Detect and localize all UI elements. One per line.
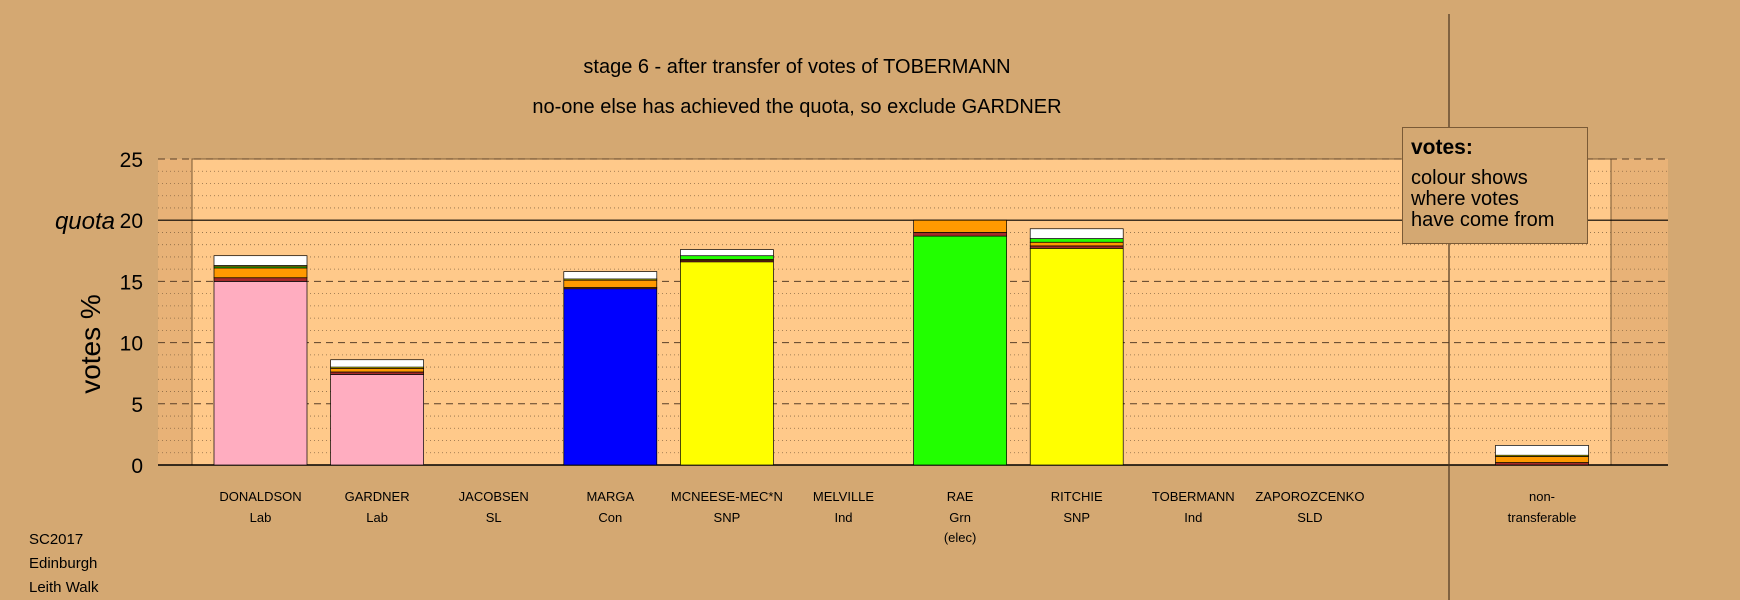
bar-marga-segment: [563, 271, 658, 280]
chart-title: stage 6 - after transfer of votes of TOB…: [583, 56, 1010, 78]
legend-title: votes:: [1411, 136, 1473, 159]
bar-marga-segment: [563, 288, 658, 466]
bar-ritchie-segment: [1029, 241, 1124, 247]
bar-ritchie-segment: [1029, 245, 1124, 249]
y-axis-label: votes %: [75, 294, 106, 394]
bar-gardner-segment: [330, 367, 424, 373]
bar-gardner-segment: [330, 371, 424, 375]
bar-mcneese-mec*n-segment: [680, 261, 774, 466]
bar-mcneese-mec*n-segment: [680, 249, 774, 257]
bar-mcneese-mec*n-segment: [680, 255, 774, 260]
y-tick-label: 10: [120, 333, 143, 356]
non-transferable-label: transferable: [1508, 510, 1577, 525]
y-tick-label: 5: [131, 394, 143, 417]
y-tick-label: 15: [120, 271, 143, 294]
candidate-party-label: SLD: [1297, 510, 1322, 525]
bar-donaldson-segment: [213, 277, 308, 282]
bar-donaldson-segment: [213, 281, 308, 466]
candidate-name-label: MCNEESE-MEC*N: [671, 489, 783, 504]
candidate-name-label: JACOBSEN: [459, 489, 529, 504]
candidate-name-label: MELVILLE: [813, 489, 875, 504]
bar-marga-segment: [563, 279, 658, 288]
y-tick-label: 25: [120, 149, 143, 172]
footer: SC2017 Edinburgh Leith Walk: [29, 528, 98, 600]
plot-area: [191, 158, 1612, 466]
candidate-party-label: SNP: [1063, 510, 1090, 525]
candidate-party-label: Ind: [834, 510, 852, 525]
bar-ritchie-segment: [1029, 238, 1124, 243]
footer-line-2: Edinburgh: [29, 555, 98, 572]
candidate-party-label: Lab: [250, 510, 272, 525]
bar-rae-segment: [913, 219, 1007, 233]
footer-line-1: SC2017: [29, 531, 84, 548]
candidate-name-label: RAE: [947, 489, 974, 504]
candidate-party-label: SNP: [714, 510, 741, 525]
bar-gardner-segment: [330, 374, 424, 466]
y-tick-label: 0: [131, 455, 143, 478]
candidate-party-label: SL: [486, 510, 502, 525]
bar-ritchie-segment: [1029, 228, 1124, 239]
candidate-party-label: Ind: [1184, 510, 1202, 525]
candidate-name-label: RITCHIE: [1051, 489, 1103, 504]
candidate-name-label: DONALDSON: [219, 489, 301, 504]
bar-rae-segment: [913, 235, 1007, 466]
candidate-name-label: ZAPOROZCENKO: [1255, 489, 1364, 504]
bar-donaldson-segment: [213, 255, 308, 266]
chart-subtitle: no-one else has achieved the quota, so e…: [532, 96, 1061, 118]
bar-gardner-segment: [330, 359, 424, 368]
non-transferable-label: non-: [1529, 489, 1555, 504]
y-tick-label: 20: [120, 210, 143, 233]
bar-ritchie-segment: [1029, 248, 1124, 466]
candidate-name-label: GARDNER: [345, 489, 410, 504]
candidate-party-label: Grn: [949, 510, 971, 525]
bar-non-transferable-segment: [1495, 445, 1589, 456]
candidate-name-label: TOBERMANN: [1152, 489, 1235, 504]
candidate-note-label: (elec): [944, 530, 977, 545]
legend-box: votes: colour shows where votes have com…: [1402, 127, 1588, 244]
candidate-name-label: MARGA: [586, 489, 634, 504]
bar-non-transferable-segment: [1495, 456, 1589, 463]
candidate-party-label: Con: [598, 510, 622, 525]
quota-label: quota: [55, 208, 115, 235]
legend-text: colour shows where votes have come from: [1411, 167, 1555, 231]
bar-donaldson-segment: [213, 267, 308, 279]
bar-non-transferable-segment: [1495, 462, 1589, 466]
bar-rae-segment: [913, 232, 1007, 237]
footer-line-3: Leith Walk: [29, 579, 99, 596]
candidate-party-label: Lab: [366, 510, 388, 525]
